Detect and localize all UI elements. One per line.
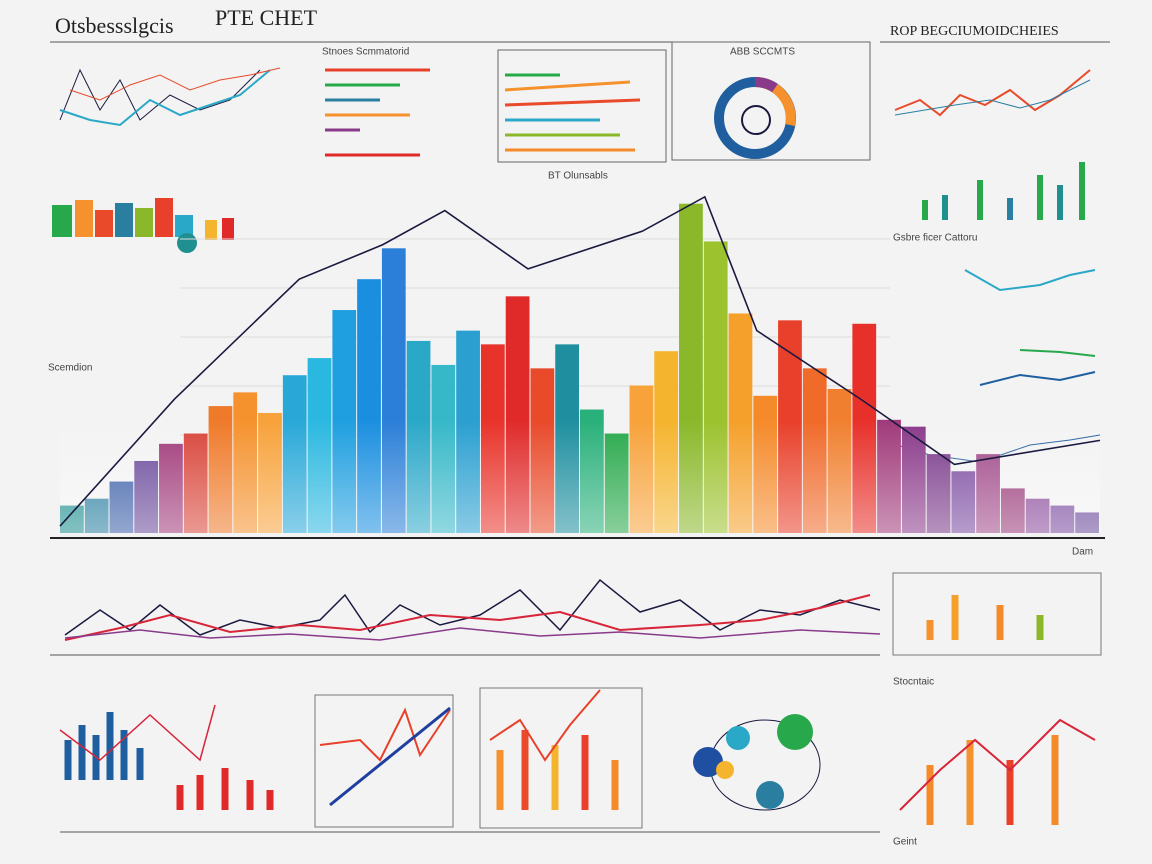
panel-label: Stnoes Scmmatorid: [322, 47, 409, 58]
panel-label: Stocntaic: [893, 677, 934, 688]
panel-label: Dam: [1072, 547, 1093, 558]
trend-line: [59, 195, 1101, 527]
right-title: ROP BEGCIUMOIDCHEIES: [890, 24, 1059, 39]
panel-label: BT Olunsabls: [548, 171, 608, 182]
left-title: Otsbessslgcis: [55, 13, 174, 38]
panel-label: Scemdion: [48, 363, 92, 374]
bar-fade: [60, 420, 1100, 533]
panel-label: ABB SCCMTS: [730, 47, 795, 58]
panel-label: Gsbre ficer Cattoru: [893, 233, 977, 244]
page-title: PTE CHET: [215, 5, 318, 30]
panel-label: Geint: [893, 837, 917, 848]
